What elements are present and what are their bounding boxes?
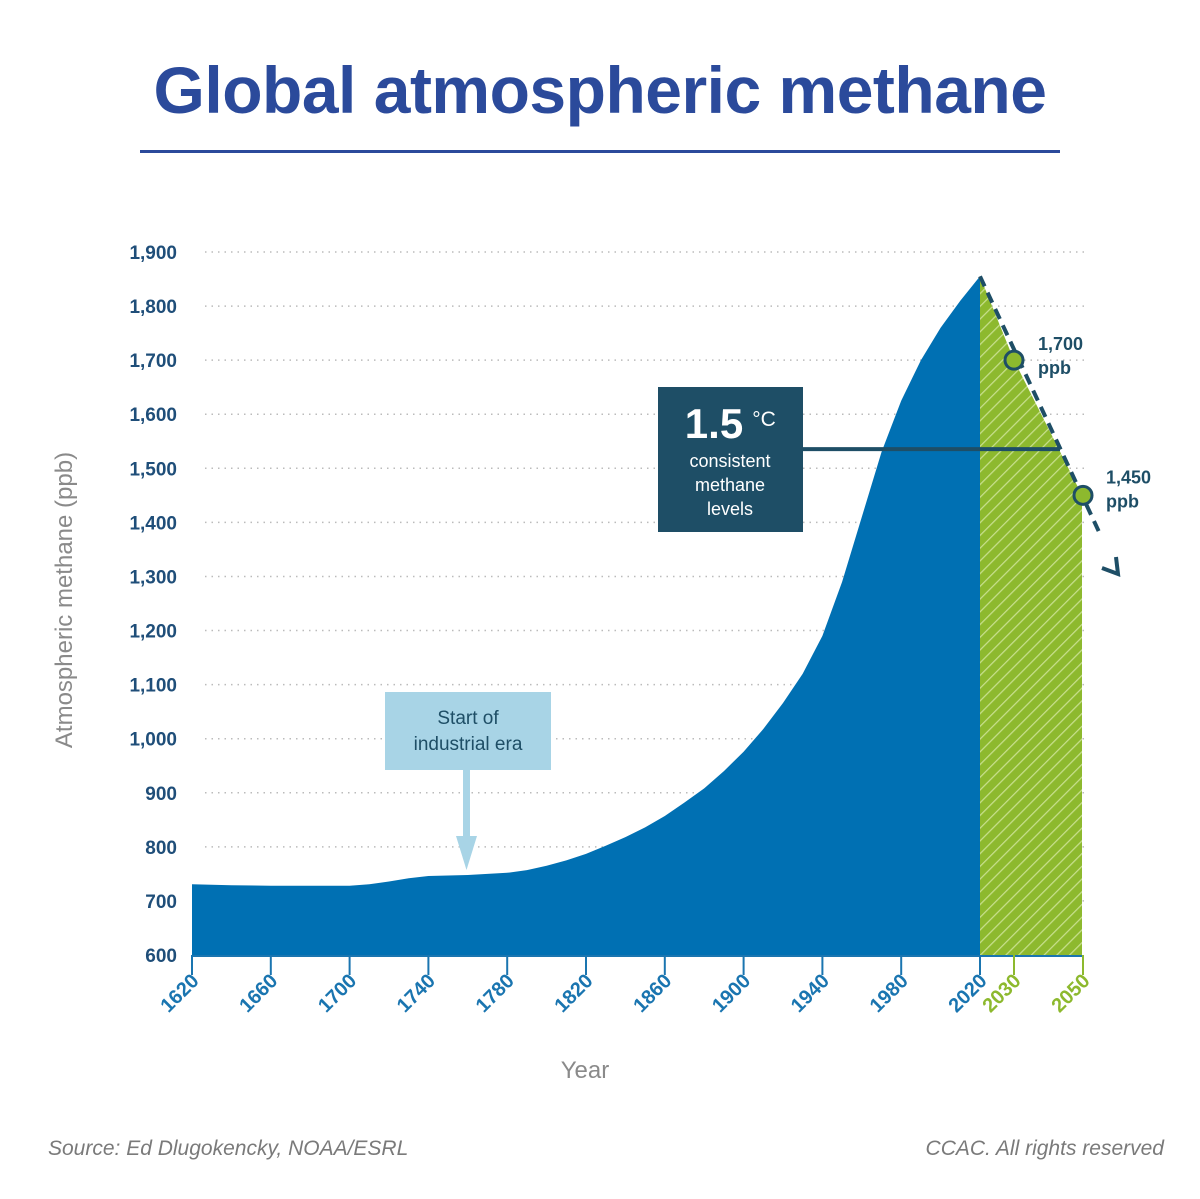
y-axis-title: Atmospheric methane (ppb)	[51, 452, 78, 748]
x-tick-label: 1980	[866, 970, 913, 1017]
y-tick-label: 1,100	[129, 676, 177, 697]
x-tick-label: 1740	[393, 970, 440, 1017]
x-tick-label: 1900	[708, 970, 755, 1017]
rights-note: CCAC. All rights reserved	[925, 1137, 1164, 1160]
y-tick-label: 1,200	[129, 622, 177, 643]
y-tick-label: 1,000	[129, 730, 177, 751]
x-tick-label: 1620	[157, 970, 204, 1017]
y-tick-label: 800	[145, 838, 177, 859]
point-unit-label: ppb	[1038, 358, 1071, 378]
point-value-label: 1,700	[1038, 334, 1083, 354]
x-tick-label: 1780	[472, 970, 519, 1017]
callout-arrow-shaft	[463, 770, 470, 838]
y-tick-label: 1,300	[129, 567, 177, 588]
title-underline	[140, 150, 1060, 153]
x-tick-label: 1700	[314, 970, 361, 1017]
y-tick-label: 1,700	[129, 351, 177, 372]
y-tick-label: 1,400	[129, 513, 177, 534]
y-tick-label: 1,600	[129, 405, 177, 426]
y-tick-label: 900	[145, 784, 177, 805]
x-tick-label: 2030	[979, 970, 1026, 1017]
source-note: Source: Ed Dlugokencky, NOAA/ESRL	[48, 1137, 409, 1160]
target-box-text: levels	[707, 499, 753, 519]
x-tick-label: 2050	[1048, 970, 1095, 1017]
target-box	[658, 387, 803, 532]
target-box-text: methane	[695, 475, 765, 495]
y-tick-label: 1,900	[129, 243, 177, 264]
y-tick-label: 700	[145, 892, 177, 913]
historical-area	[192, 276, 980, 955]
y-tick-label: 1,800	[129, 297, 177, 318]
x-axis-title: Year	[561, 1057, 610, 1084]
industrial-era-callout	[385, 692, 551, 770]
callout-arrow-head	[456, 836, 477, 870]
projection-point	[1003, 349, 1025, 371]
callout-text: industrial era	[414, 734, 523, 755]
y-tick-label: 600	[145, 946, 177, 967]
target-box-unit: °C	[752, 408, 776, 431]
point-unit-label: ppb	[1106, 491, 1139, 511]
target-box-value: 1.5	[685, 400, 743, 447]
x-tick-label: 2020	[945, 970, 992, 1017]
page-title: Global atmospheric methane	[153, 53, 1047, 127]
projection-point	[1072, 484, 1094, 506]
y-tick-label: 1,500	[129, 459, 177, 480]
target-box-text: consistent	[689, 451, 770, 471]
projection-area	[980, 276, 1082, 955]
x-tick-label: 1940	[787, 970, 834, 1017]
x-tick-label: 1660	[235, 970, 282, 1017]
trend-arrowhead	[1101, 556, 1121, 578]
x-tick-label: 1820	[551, 970, 598, 1017]
callout-text: Start of	[437, 708, 499, 729]
point-value-label: 1,450	[1106, 467, 1151, 487]
x-tick-label: 1860	[629, 970, 676, 1017]
